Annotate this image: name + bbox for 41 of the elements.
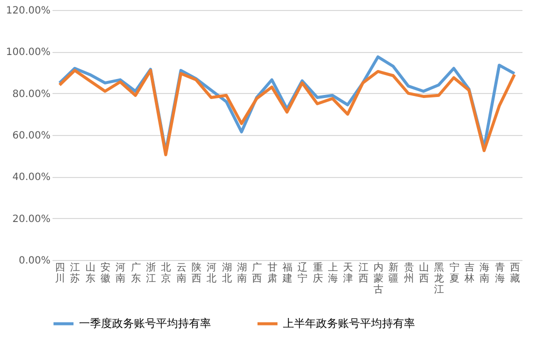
legend-label: 上半年政务账号平均持有率	[283, 316, 415, 330]
x-tick-label: 河南	[116, 262, 126, 284]
x-tick-label: 重庆	[312, 262, 323, 284]
x-tick-label: 青海	[494, 262, 505, 284]
x-tick-label: 天津	[343, 262, 354, 284]
x-tick-label: 山西	[418, 262, 429, 284]
x-tick-label: 辽宁	[298, 262, 308, 284]
x-tick-label: 内蒙古	[373, 262, 384, 296]
x-tick-label: 云南	[176, 262, 186, 284]
x-tick-label: 广西	[252, 262, 262, 284]
legend-label: 一季度政务账号平均持有率	[79, 316, 211, 330]
x-tick-label: 四川	[55, 262, 66, 284]
x-tick-label: 贵州	[404, 262, 414, 284]
x-tick-label: 上海	[328, 262, 338, 284]
x-tick-label: 福建	[282, 262, 292, 284]
x-tick-label: 西藏	[510, 262, 520, 284]
x-tick-label: 安徽	[100, 262, 111, 284]
x-tick-label: 吉林	[463, 262, 474, 284]
y-tick-label: 60.00%	[12, 130, 50, 142]
x-tick-label: 宁夏	[449, 262, 460, 284]
y-tick-label: 100.00%	[6, 47, 50, 58]
y-tick-label: 120.00%	[6, 6, 50, 16]
x-tick-label: 山东	[85, 262, 96, 284]
y-tick-label: 40.00%	[12, 172, 50, 184]
y-tick-label: 80.00%	[12, 88, 50, 100]
x-tick-label: 陕西	[192, 262, 202, 284]
x-tick-label: 黑龙江	[434, 262, 444, 296]
x-tick-label: 新疆	[388, 262, 399, 284]
x-tick-label: 湖北	[222, 262, 232, 284]
x-tick-label: 河北	[206, 262, 217, 284]
x-tick-label: 浙江	[146, 262, 156, 284]
x-tick-label: 北京	[161, 262, 172, 284]
y-tick-label: 0.00%	[18, 256, 50, 266]
line-series	[58, 68, 516, 156]
x-tick-label: 甘肃	[267, 262, 278, 284]
y-tick-label: 20.00%	[12, 214, 50, 225]
x-tick-label: 江苏	[70, 262, 80, 284]
x-tick-label: 江西	[358, 262, 368, 284]
x-tick-label: 湖南	[237, 262, 248, 284]
x-tick-label: 广东	[130, 262, 141, 284]
x-tick-label: 海南	[480, 262, 490, 284]
